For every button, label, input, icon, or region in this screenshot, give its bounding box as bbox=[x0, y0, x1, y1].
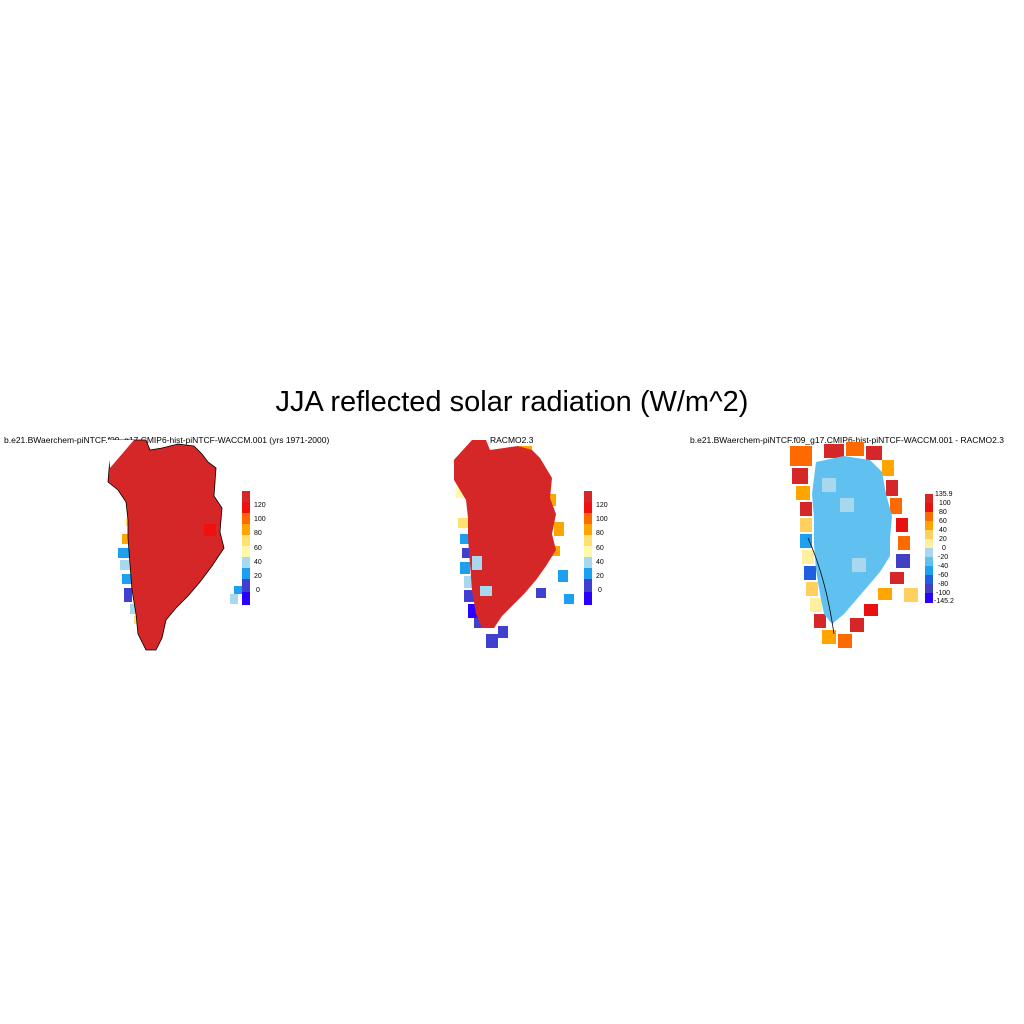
ice-sheet-model bbox=[107, 439, 225, 651]
panel-title-obs: RACMO2.3 bbox=[490, 435, 534, 445]
colorbar-obs: 120 100 80 60 40 20 0 bbox=[584, 491, 624, 605]
colorbar-label: 120 bbox=[596, 502, 608, 509]
colorbar-swatch bbox=[925, 521, 933, 530]
colorbar-swatch bbox=[584, 557, 592, 568]
colorbar-label: -60 bbox=[938, 572, 949, 579]
figure-title: JJA reflected solar radiation (W/m^2) bbox=[275, 386, 749, 418]
colorbar-swatch bbox=[584, 491, 592, 502]
colorbar-swatch bbox=[925, 512, 933, 521]
colorbar-label: 20 bbox=[939, 536, 947, 543]
colorbar-swatch bbox=[925, 557, 933, 566]
colorbar-label: 40 bbox=[596, 559, 604, 566]
ice-sheet-obs bbox=[452, 440, 556, 628]
colorbar-swatch bbox=[242, 546, 250, 557]
colorbar-swatch bbox=[242, 535, 250, 546]
colorbar-swatch bbox=[242, 502, 250, 513]
colorbar-swatch bbox=[925, 539, 933, 548]
colorbar-label: 40 bbox=[939, 527, 947, 534]
colorbar-swatch bbox=[925, 503, 933, 512]
colorbar-swatch bbox=[925, 548, 933, 557]
colorbar-label: -40 bbox=[938, 563, 949, 570]
colorbar-swatch bbox=[925, 584, 933, 593]
colorbar-swatch bbox=[584, 579, 592, 592]
colorbar-swatch bbox=[242, 568, 250, 579]
colorbar-label: -100 bbox=[936, 590, 951, 597]
colorbar-label: 0 bbox=[598, 587, 602, 594]
colorbar-swatch bbox=[584, 524, 592, 535]
greenland-map-model bbox=[107, 439, 244, 651]
colorbar-label: 60 bbox=[254, 545, 262, 552]
colorbar-swatch bbox=[584, 513, 592, 524]
colorbar-swatch bbox=[584, 535, 592, 546]
colorbar-label: 80 bbox=[939, 509, 947, 516]
colorbar-swatch bbox=[242, 513, 250, 524]
colorbar-label: 100 bbox=[254, 516, 266, 523]
colorbar-swatch bbox=[584, 568, 592, 579]
colorbar-label: 80 bbox=[596, 530, 604, 537]
diff-interior bbox=[812, 456, 892, 624]
colorbar-swatch bbox=[242, 592, 250, 605]
colorbar-label: -20 bbox=[938, 554, 949, 561]
colorbar-swatch bbox=[584, 546, 592, 557]
colorbar-label: 40 bbox=[254, 559, 262, 566]
colorbar-label: -145.2 bbox=[934, 598, 954, 605]
diff-border bbox=[790, 442, 918, 648]
colorbar-label: 80 bbox=[254, 530, 262, 537]
colorbar-swatch bbox=[242, 491, 250, 502]
colorbar-swatch bbox=[242, 579, 250, 592]
colorbar-label: -80 bbox=[938, 581, 949, 588]
colorbar-swatch bbox=[584, 592, 592, 605]
colorbar-swatch bbox=[925, 575, 933, 584]
colorbar-label: 100 bbox=[939, 500, 951, 507]
greenland-map-obs bbox=[450, 440, 574, 648]
colorbar-swatch bbox=[242, 524, 250, 535]
colorbar-swatch bbox=[925, 593, 933, 603]
colorbar-swatch bbox=[925, 566, 933, 575]
greenland-map-diff bbox=[790, 442, 918, 648]
colorbar-label: 0 bbox=[256, 587, 260, 594]
colorbar-swatch bbox=[925, 530, 933, 539]
colorbar-label: 20 bbox=[254, 573, 262, 580]
colorbar-label: 20 bbox=[596, 573, 604, 580]
colorbar-label: 135.9 bbox=[935, 491, 953, 498]
colorbar-swatch bbox=[242, 557, 250, 568]
colorbar-label: 60 bbox=[596, 545, 604, 552]
panel-title-model: b.e21.BWaerchem-piNTCF.f09_g17.CMIP6-his… bbox=[4, 435, 330, 445]
colorbar-swatch bbox=[925, 494, 933, 503]
colorbar-swatch bbox=[584, 502, 592, 513]
colorbar-label: 60 bbox=[939, 518, 947, 525]
colorbar-label: 100 bbox=[596, 516, 608, 523]
colorbar-label: 120 bbox=[254, 502, 266, 509]
colorbar-model: 120 100 80 60 40 20 0 bbox=[242, 491, 282, 605]
colorbar-label: 0 bbox=[942, 545, 946, 552]
panel-title-diff: b.e21.BWaerchem-piNTCF.f09_g17.CMIP6-his… bbox=[690, 435, 1004, 445]
colorbar-diff: 135.9 100 80 60 40 20 0 -20 -40 -60 -80 … bbox=[925, 491, 965, 606]
